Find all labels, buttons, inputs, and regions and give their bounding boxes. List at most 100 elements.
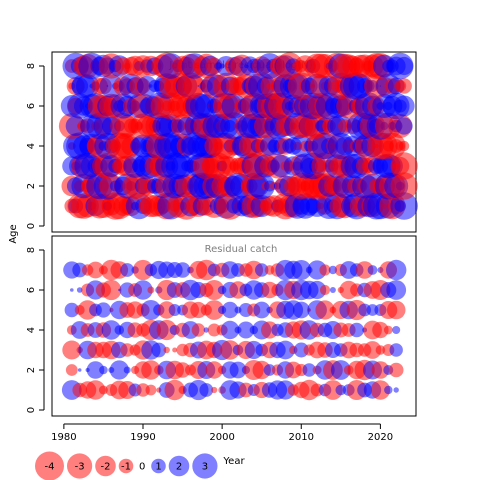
bubble-catch-age-5 (315, 300, 335, 320)
bubble-catch-age-1 (323, 380, 343, 400)
panel-log-n-bubbles (58, 52, 418, 220)
bubble-catch-age-4 (237, 321, 255, 339)
legend-label: 3 (202, 462, 208, 473)
bubble-catch-age-6 (319, 284, 331, 296)
bubble-catch-age-3 (220, 340, 240, 360)
bubble-log-n-age-5 (395, 117, 413, 135)
bubble-log-n-age-3 (390, 152, 418, 180)
bubble-catch-age-7 (174, 262, 191, 278)
bubble-catch-age-1 (98, 385, 108, 395)
x-tick-label: 1980 (51, 432, 76, 443)
bubble-catch-age-6 (101, 279, 122, 301)
bubble-catch-age-6 (329, 287, 336, 293)
bubble-catch-age-2 (174, 362, 191, 378)
legend-label: -1 (121, 462, 131, 473)
bubble-catch-age-3 (151, 342, 167, 358)
bubble-catch-age-3 (363, 341, 382, 359)
bubble-catch-age-4 (372, 321, 389, 339)
bubble-catch-age-7 (328, 265, 338, 275)
y-tick-label: 0 (26, 223, 37, 229)
y-tick-label: 4 (26, 143, 37, 149)
bubble-catch-age-2 (205, 361, 223, 379)
x-tick-label: 2010 (289, 432, 314, 443)
panel-log-n-y-axis: 0 2 4 6 8 (26, 63, 45, 229)
bubble-catch-age-7 (87, 261, 104, 279)
legend-label: 1 (155, 462, 161, 473)
bubble-catch-age-1 (85, 380, 106, 400)
bubble-catch-age-6 (76, 287, 83, 293)
panel-residual-catch-y-axis: 0 2 4 6 8 (26, 247, 45, 413)
bubble-catch-age-6 (308, 280, 327, 300)
bubble-catch-age-7 (291, 260, 312, 280)
bubble-catch-age-3 (62, 340, 82, 360)
bubble-catch-age-7 (120, 263, 135, 277)
bubble-catch-age-6 (133, 280, 153, 300)
bubble-catch-age-2 (86, 361, 105, 379)
bubble-catch-age-7 (355, 261, 374, 279)
panel-log-n-frame (51, 51, 417, 233)
bubble-catch-age-1 (393, 387, 399, 393)
bubble-log-n-age-7 (183, 75, 206, 97)
bubble-catch-age-5 (64, 302, 80, 318)
bubble-catch-age-4 (207, 323, 221, 337)
bubble-catch-age-4 (220, 320, 240, 340)
bubble-catch-age-7 (255, 263, 269, 277)
bubble-catch-age-1 (370, 380, 391, 400)
y-tick-label: 4 (26, 327, 37, 333)
bubble-catch-age-1 (164, 379, 185, 401)
bubble-catch-age-2 (141, 360, 161, 380)
legend-label: 0 (139, 462, 145, 473)
bubble-catch-age-2 (388, 362, 404, 378)
bubble-catch-age-6 (386, 280, 407, 300)
legend-bubble (168, 455, 190, 477)
bubble-catch-age-1 (199, 383, 214, 397)
bubble-catch-age-2 (330, 360, 351, 380)
bubble-catch-age-2 (99, 365, 108, 375)
bubble-log-n-age-7 (75, 74, 100, 98)
bubble-catch-age-2 (371, 361, 390, 379)
bubble-catch-age-4 (156, 319, 177, 341)
bubble-catch-age-2 (77, 368, 82, 372)
bubble-catch-age-5 (386, 300, 406, 320)
bubble-catch-age-3 (375, 345, 386, 355)
y-tick-label: 6 (26, 103, 37, 109)
bubble-catch-age-4 (383, 325, 393, 335)
bubble-catch-age-3 (120, 343, 134, 357)
legend-bubble (192, 453, 218, 479)
x-axis-title: Year (222, 456, 245, 467)
bubble-catch-age-5 (253, 301, 271, 319)
bubble-catch-age-7 (319, 264, 331, 276)
bubble-catch-age-1 (145, 384, 157, 396)
y-tick-label: 8 (26, 63, 37, 69)
bubble-catch-age-4 (392, 326, 401, 334)
bubble-catch-age-6 (204, 280, 225, 300)
legend-label: -4 (45, 462, 55, 473)
panel-residual-catch: Residual catch 0 2 4 6 8 (26, 235, 417, 417)
x-axis: 1980 1990 2000 2010 2020 (51, 423, 393, 443)
legend-bubble (151, 458, 166, 474)
y-tick-label: 2 (26, 367, 37, 373)
bubble-catch-age-6 (147, 286, 155, 294)
bubble-log-n-age-6 (393, 95, 415, 117)
legend-bubble (35, 451, 64, 480)
y-tick-label: 0 (26, 407, 37, 413)
bubble-catch-age-7 (307, 260, 327, 280)
bubble-catch-age-5 (292, 301, 310, 319)
bubble-catch-age-3 (172, 347, 178, 353)
y-tick-label: 6 (26, 287, 37, 293)
x-tick-label: 2000 (209, 432, 234, 443)
bubble-catch-age-2 (65, 364, 78, 376)
bubble-catch-age-5 (221, 301, 239, 319)
bubble-log-n-age-2 (390, 172, 418, 200)
bubble-catch-age-3 (389, 343, 403, 357)
bubble-catch-age-7 (367, 265, 378, 275)
bubble-catch-age-5 (140, 300, 161, 320)
legend-label: -3 (75, 462, 85, 473)
legend-bubble (95, 455, 116, 477)
panel-residual-catch-frame (51, 235, 417, 417)
bubble-catch-age-5 (95, 302, 111, 318)
bubble-catch-age-1 (211, 386, 218, 394)
bubble-catch-age-1 (136, 383, 150, 397)
